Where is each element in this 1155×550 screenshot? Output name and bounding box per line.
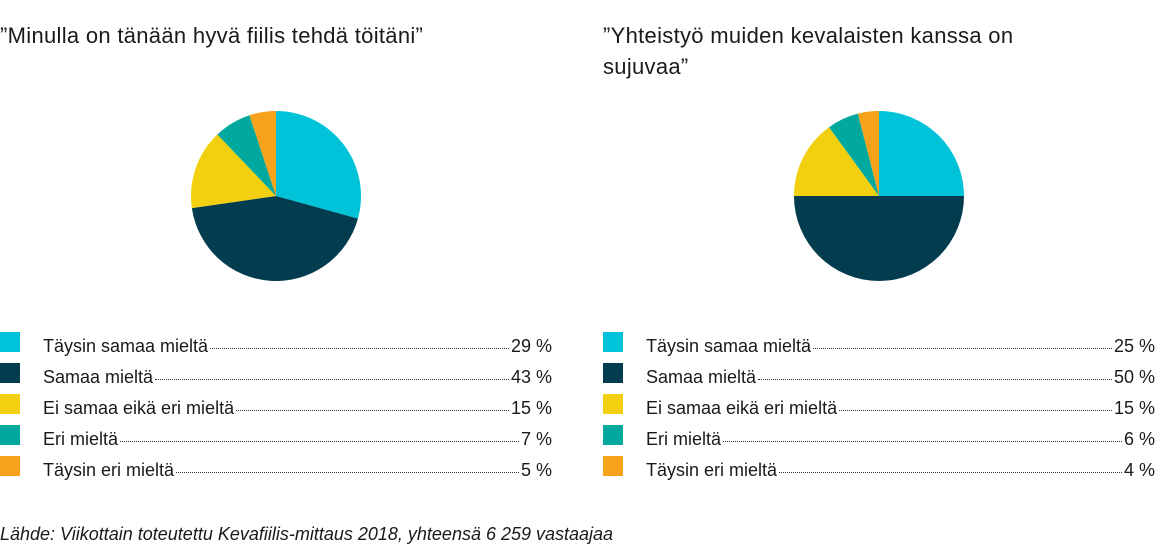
legend-swatch <box>603 331 623 352</box>
legend-row: Ei samaa eikä eri mieltä 15 % <box>603 388 1155 419</box>
pie-slice <box>829 113 879 196</box>
legend-row: Täysin samaa mieltä 25 % <box>603 326 1155 357</box>
value-label: 7 % <box>520 429 552 449</box>
leader-dots <box>236 410 509 411</box>
leader-dots <box>723 441 1122 442</box>
legend: Täysin samaa mieltä 29 % Samaa mieltä 43 % E… <box>0 326 552 481</box>
legend-row: Täysin samaa mieltä 29 % <box>0 326 552 357</box>
legend-label: Täysin samaa mieltä <box>43 336 209 356</box>
pie-slice <box>191 134 276 209</box>
value-label: 15 % <box>510 398 552 418</box>
legend-label: Täysin eri mieltä <box>646 460 778 480</box>
pie-slice <box>217 115 276 196</box>
pie-slice <box>191 196 358 281</box>
legend-swatch <box>0 455 20 476</box>
value-label: 6 % <box>1123 429 1155 449</box>
pie-slice <box>794 196 964 281</box>
legend-swatch <box>603 455 623 476</box>
leader-dots <box>839 410 1112 411</box>
legend-swatch <box>0 393 20 414</box>
chart-panel: Täysin samaa mieltä 29 % Samaa mieltä 43 % E… <box>0 0 552 490</box>
value-label: 29 % <box>510 336 552 356</box>
leader-dots <box>155 379 509 380</box>
value-label: 50 % <box>1113 367 1155 387</box>
legend-label: Eri mieltä <box>646 429 722 449</box>
legend-label: Ei samaa eikä eri mieltä <box>43 398 235 418</box>
legend-label: Eri mieltä <box>43 429 119 449</box>
chart-title: ”Yhteistyö muiden kevalaisten kanssa on … <box>603 23 1014 79</box>
leader-dots <box>120 441 519 442</box>
pie-slice <box>794 127 879 196</box>
leader-dots <box>176 472 519 473</box>
legend-row: Ei samaa eikä eri mieltä 15 % <box>0 388 552 419</box>
legend-label: Ei samaa eikä eri mieltä <box>646 398 838 418</box>
leader-dots <box>210 348 509 349</box>
legend-label: Samaa mieltä <box>43 367 154 387</box>
pie-chart <box>794 111 964 281</box>
legend-swatch <box>0 424 20 445</box>
value-label: 25 % <box>1113 336 1155 356</box>
legend-swatch <box>603 362 623 383</box>
legend-label: Täysin samaa mieltä <box>646 336 812 356</box>
leader-dots <box>813 348 1112 349</box>
value-label: 43 % <box>510 367 552 387</box>
legend-swatch <box>0 362 20 383</box>
leader-dots <box>758 379 1112 380</box>
legend-swatch <box>603 424 623 445</box>
pie-slice <box>249 111 276 196</box>
legend-row: Täysin eri mieltä 5 % <box>0 450 552 481</box>
value-label: 5 % <box>520 460 552 480</box>
legend-row: Täysin eri mieltä 4 % <box>603 450 1155 481</box>
value-label: 4 % <box>1123 460 1155 480</box>
legend-label: Samaa mieltä <box>646 367 757 387</box>
legend-row: Samaa mieltä 43 % <box>0 357 552 388</box>
legend-row: Eri mieltä 6 % <box>603 419 1155 450</box>
legend-swatch <box>603 393 623 414</box>
chart-panel: Täysin samaa mieltä 25 % Samaa mieltä 50 % E… <box>603 0 1155 490</box>
leader-dots <box>779 472 1122 473</box>
value-label: 15 % <box>1113 398 1155 418</box>
legend: Täysin samaa mieltä 25 % Samaa mieltä 50 % E… <box>603 326 1155 481</box>
legend-label: Täysin eri mieltä <box>43 460 175 480</box>
source-note: Lähde: Viikottain toteutettu Kevafiilis-… <box>0 524 614 544</box>
chart-title: ”Minulla on tänään hyvä fiilis tehdä töi… <box>0 23 424 48</box>
legend-row: Samaa mieltä 50 % <box>603 357 1155 388</box>
pie-slice <box>857 111 879 196</box>
legend-row: Eri mieltä 7 % <box>0 419 552 450</box>
pie-slice <box>276 111 361 219</box>
legend-swatch <box>0 331 20 352</box>
pie-slice <box>879 111 964 196</box>
pie-chart <box>191 111 361 281</box>
